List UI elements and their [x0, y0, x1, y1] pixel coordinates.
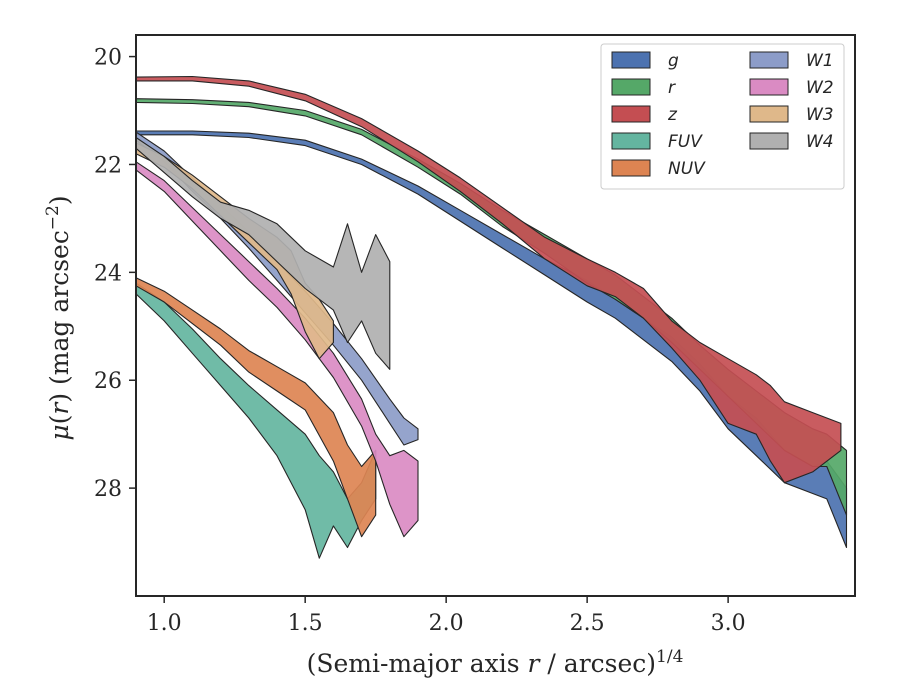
- legend-swatch-z: [611, 105, 651, 123]
- legend-label-w1: W1: [806, 51, 834, 71]
- legend-swatch-w4: [749, 132, 789, 150]
- y-tick-label: 20: [94, 46, 122, 71]
- legend-label-w2: W2: [806, 78, 834, 98]
- y-tick-label: 24: [94, 261, 122, 286]
- legend-swatch-nuv: [611, 159, 651, 177]
- x-axis-label: (Semi-major axis r / arcsec)1/4: [307, 647, 684, 678]
- legend-label-z: z: [667, 105, 678, 125]
- legend-swatch-fuv: [611, 132, 651, 150]
- legend-label-w4: W4: [806, 132, 834, 152]
- x-tick-label: 2.0: [429, 611, 464, 636]
- band-w4: [135, 136, 391, 370]
- legend-swatch-w3: [749, 105, 789, 123]
- legend-label-nuv: NUV: [668, 159, 706, 179]
- legend-swatch-r: [611, 78, 651, 96]
- x-tick-label: 1.5: [288, 611, 323, 636]
- plot-frame: [135, 34, 856, 597]
- x-tick-label: 1.0: [147, 611, 182, 636]
- band-z: [135, 75, 842, 484]
- legend-label-r: r: [668, 78, 676, 98]
- x-tick-label: 2.5: [570, 611, 605, 636]
- legend-swatch-w2: [749, 78, 789, 96]
- y-tick-label: 28: [94, 477, 122, 502]
- legend-label-fuv: FUV: [668, 132, 703, 152]
- y-axis: 20 22 24 26 28: [94, 46, 136, 502]
- x-axis: 1.0 1.5 2.0 2.5 3.0: [147, 596, 746, 636]
- legend-label-w3: W3: [806, 105, 834, 125]
- x-tick-label: 3.0: [711, 611, 746, 636]
- y-tick-label: 26: [94, 369, 122, 394]
- legend-swatch-w1: [749, 51, 789, 69]
- y-axis-label: μ(r) (mag arcsec−2): [43, 195, 74, 440]
- band-nuv: [135, 277, 377, 538]
- legend: grz FUV NUV W1 W2 W3 W4: [600, 43, 845, 190]
- band-g: [135, 130, 848, 549]
- legend-swatch-g: [611, 51, 651, 69]
- series-bands: [135, 75, 848, 559]
- y-tick-label: 22: [94, 153, 122, 178]
- legend-label-g: g: [668, 51, 679, 71]
- band-w2: [135, 161, 419, 538]
